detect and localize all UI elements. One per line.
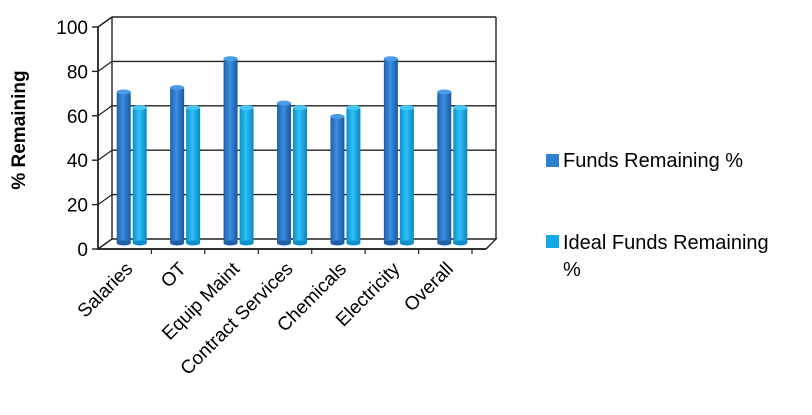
bar-body bbox=[223, 58, 238, 243]
bar-body bbox=[330, 116, 345, 243]
y-tick-label-0: 0 bbox=[77, 240, 88, 261]
y-tick-label-100: 100 bbox=[56, 18, 88, 39]
bar-base bbox=[116, 240, 131, 246]
bar-funds-remaining-3 bbox=[277, 100, 291, 246]
bar-base bbox=[346, 240, 361, 246]
bar-base bbox=[453, 240, 468, 246]
y-axis-label: % Remaining bbox=[9, 70, 30, 189]
bar-body bbox=[239, 107, 254, 243]
x-tick-label-1: OT bbox=[157, 258, 191, 292]
bar-top bbox=[330, 113, 345, 119]
y-tick-label-80: 80 bbox=[67, 62, 88, 83]
bar-top bbox=[170, 85, 185, 91]
bar-funds-remaining-1 bbox=[170, 85, 185, 246]
gridline-side-60 bbox=[97, 105, 113, 117]
bar-top bbox=[277, 100, 291, 106]
bar-funds-remaining-0 bbox=[116, 89, 131, 246]
legend-label-funds-remaining: Funds Remaining % bbox=[563, 150, 743, 172]
bar-base bbox=[186, 240, 201, 246]
gridline-side-100 bbox=[97, 16, 113, 28]
bars bbox=[116, 56, 468, 246]
bar-body bbox=[170, 87, 185, 243]
bar-ideal-funds-remaining-5 bbox=[399, 105, 414, 246]
bar-body bbox=[346, 107, 361, 243]
bar-body bbox=[383, 58, 398, 243]
bar-top bbox=[399, 105, 414, 111]
bar-top bbox=[453, 105, 468, 111]
bar-body bbox=[116, 92, 131, 243]
bar-ideal-funds-remaining-2 bbox=[239, 105, 254, 246]
bar-body bbox=[453, 107, 468, 243]
bar-top bbox=[346, 105, 361, 111]
bar-base bbox=[223, 240, 238, 246]
bar-base bbox=[277, 240, 291, 246]
bar-top bbox=[132, 105, 147, 111]
bar-top bbox=[239, 105, 254, 111]
bar-top bbox=[293, 105, 307, 111]
bar-base bbox=[170, 240, 185, 246]
bar-body bbox=[186, 107, 201, 243]
legend-swatch-ideal-funds-remaining bbox=[546, 235, 559, 248]
bar-top bbox=[116, 89, 131, 95]
bar-funds-remaining-4 bbox=[330, 113, 345, 246]
bar-funds-remaining-5 bbox=[383, 56, 398, 246]
y-tick-label-20: 20 bbox=[67, 196, 88, 217]
bar-body bbox=[277, 103, 291, 243]
bar-top bbox=[223, 56, 238, 62]
legend-label-line-2: % bbox=[563, 259, 581, 281]
y-tick-label-60: 60 bbox=[67, 107, 88, 128]
bar-funds-remaining-6 bbox=[437, 89, 452, 246]
gridline-side-80 bbox=[97, 60, 113, 72]
bar-base bbox=[293, 240, 307, 246]
bar-base bbox=[239, 240, 254, 246]
bar-base bbox=[437, 240, 452, 246]
gridline-side-20 bbox=[97, 194, 113, 206]
bar-base bbox=[330, 240, 345, 246]
bar-ideal-funds-remaining-4 bbox=[346, 105, 361, 246]
bar-ideal-funds-remaining-3 bbox=[293, 105, 307, 246]
y-tick-label-40: 40 bbox=[67, 151, 88, 172]
legend-label-line-1: Ideal Funds Remaining bbox=[563, 232, 769, 254]
bar-base bbox=[132, 240, 147, 246]
bar-top bbox=[437, 89, 452, 95]
bar-base bbox=[399, 240, 414, 246]
bar-ideal-funds-remaining-0 bbox=[132, 105, 147, 246]
legend-swatch-funds-remaining bbox=[546, 154, 559, 167]
gridline-side-40 bbox=[97, 149, 113, 161]
bar-body bbox=[293, 107, 307, 243]
bar-body bbox=[437, 92, 452, 243]
bar-top bbox=[186, 105, 201, 111]
legend-label-ideal-funds-remaining: Ideal Funds Remaining % bbox=[563, 232, 774, 281]
legend: Funds Remaining % Ideal Funds Remaining … bbox=[546, 150, 774, 281]
x-tick-label-6: Overall bbox=[400, 259, 457, 316]
bar-base bbox=[383, 240, 398, 246]
y-axis: 0 20 40 60 80 100 bbox=[56, 18, 98, 261]
bar-ideal-funds-remaining-6 bbox=[453, 105, 468, 246]
bar-body bbox=[399, 107, 414, 243]
x-tick-label-0: Salaries bbox=[74, 259, 137, 322]
bar-ideal-funds-remaining-1 bbox=[186, 105, 201, 246]
bar-funds-remaining-2 bbox=[223, 56, 238, 246]
bar-top bbox=[383, 56, 398, 62]
bar-body bbox=[132, 107, 147, 243]
